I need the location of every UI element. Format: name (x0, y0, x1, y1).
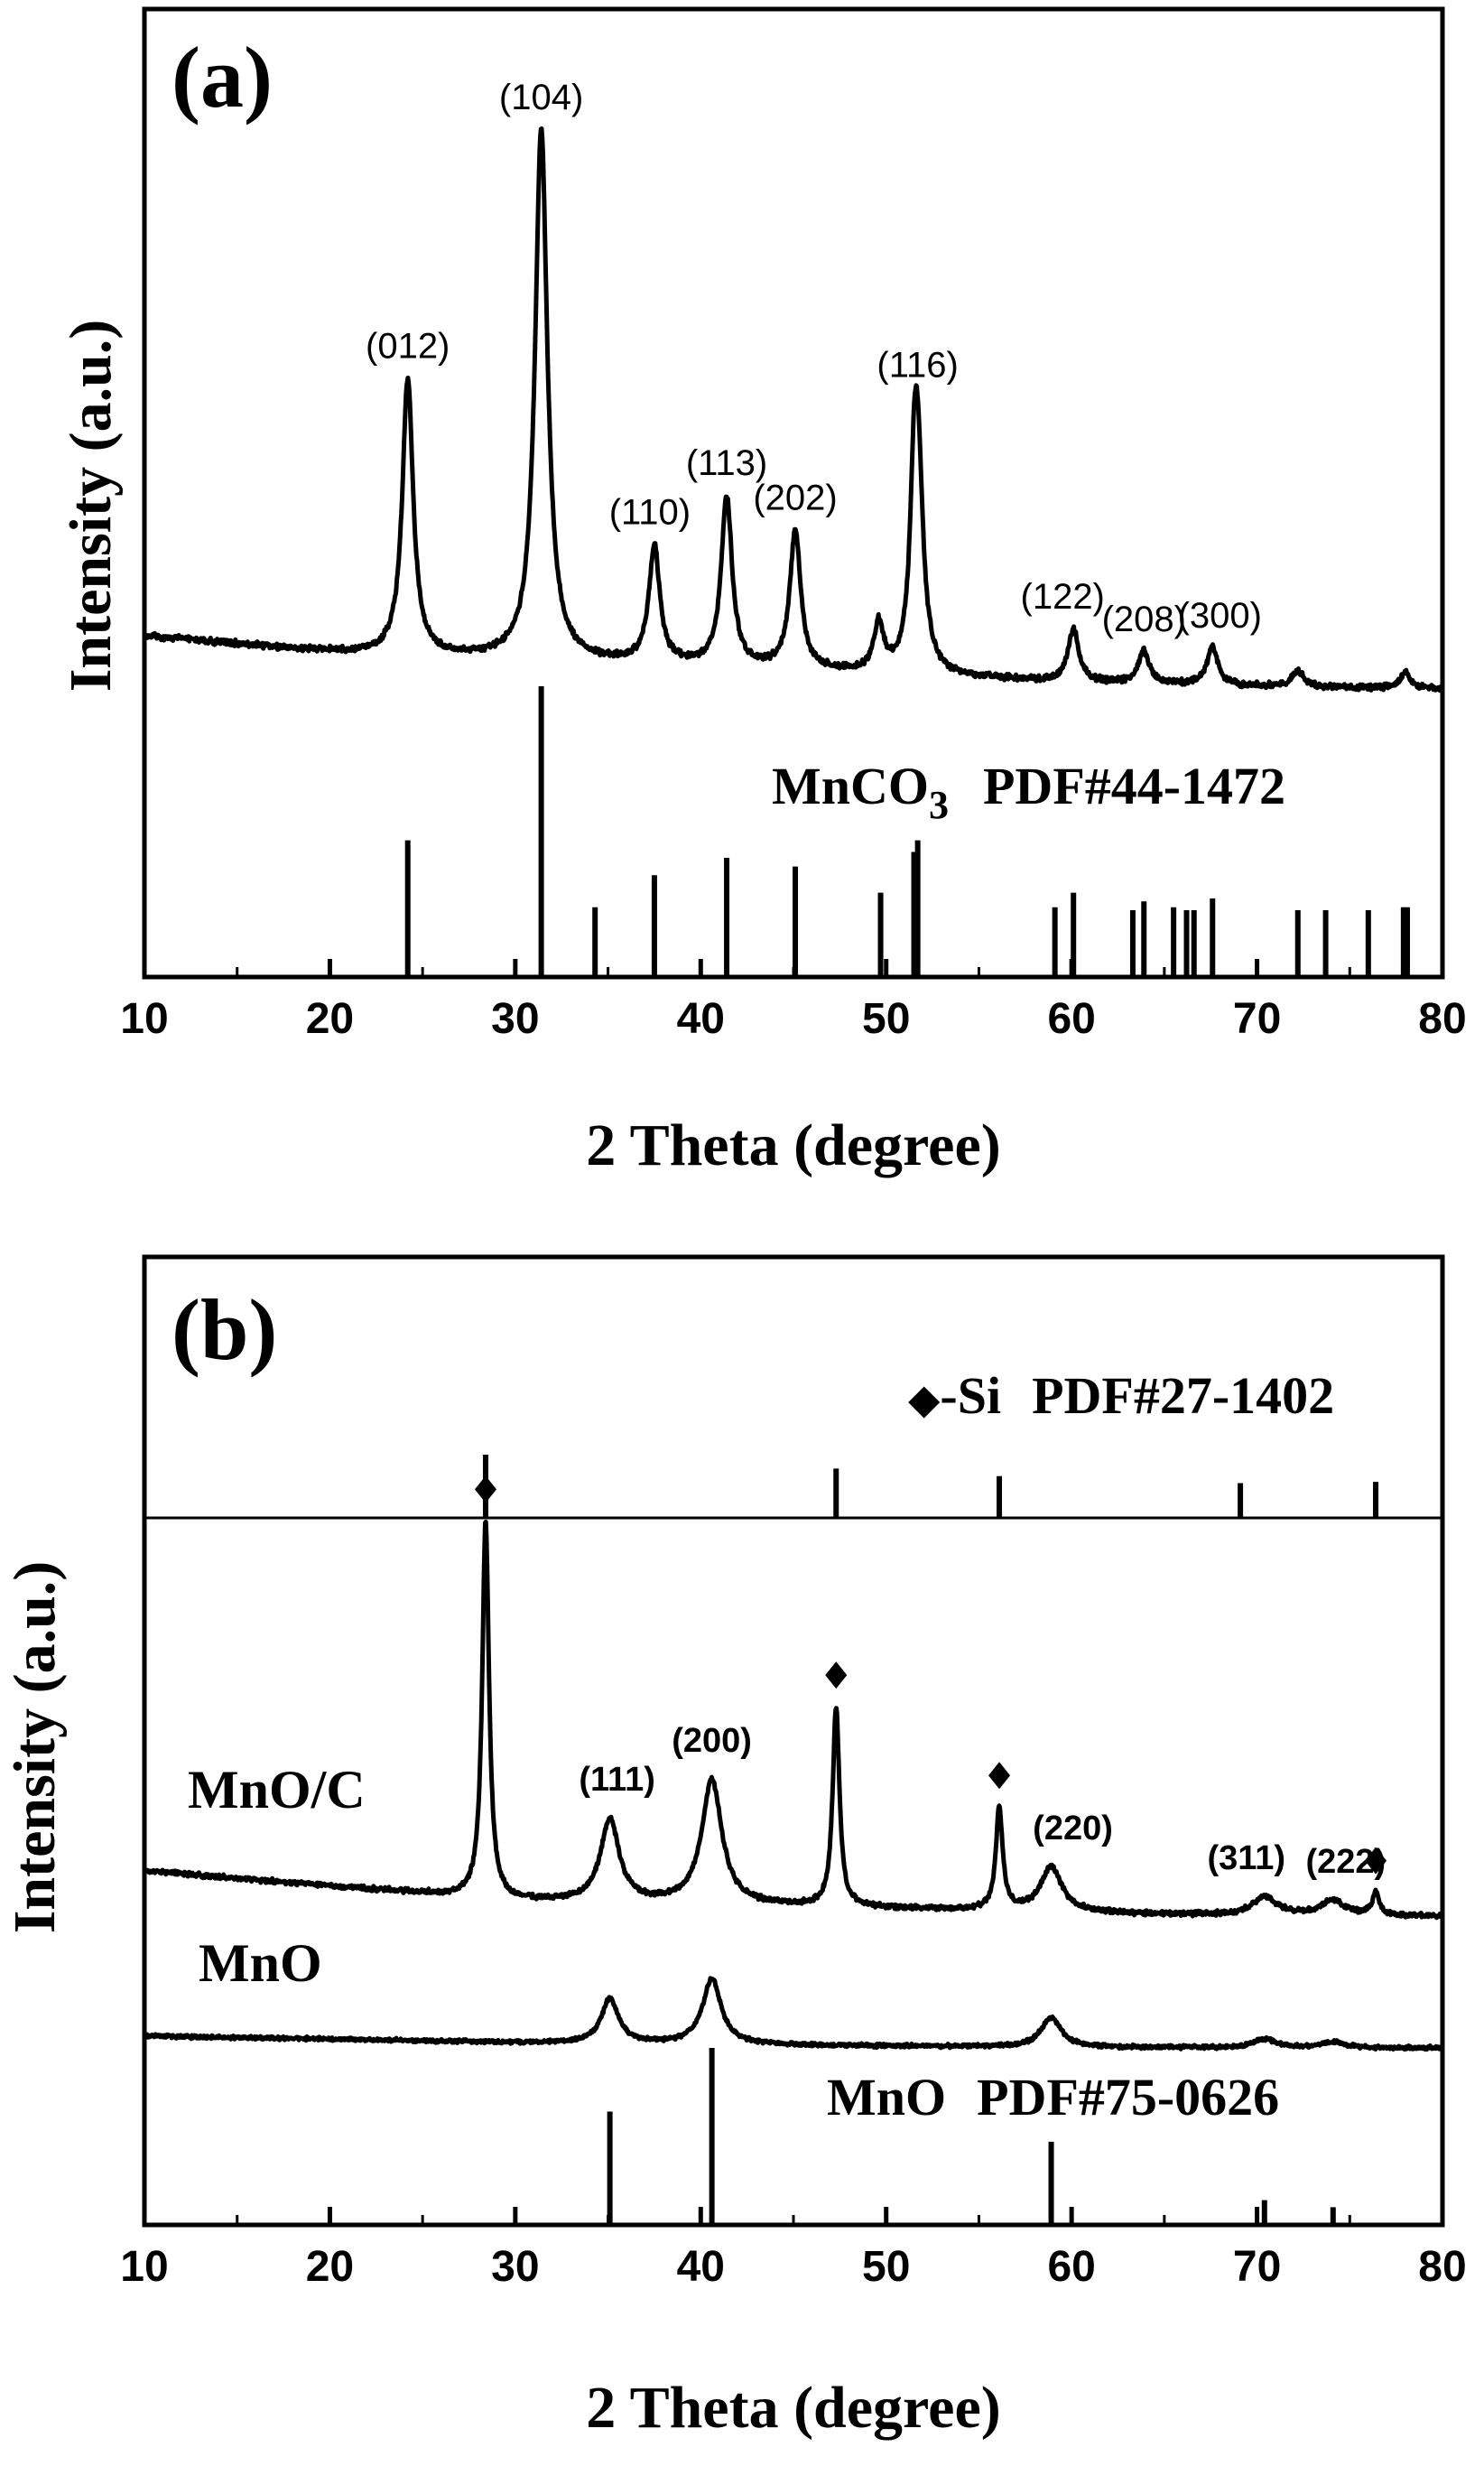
panel-b-si-reference-lines (482, 1455, 1379, 1518)
panel-b-x-tick-label: 10 (120, 2243, 168, 2291)
panel-b-reference-card: PDF#75-0626 (977, 2068, 1279, 2126)
panel-a-reference-label: MnCO3 PDF#44-1472 (772, 757, 1285, 827)
panel-b-mno-pattern-line (142, 1976, 1445, 2052)
si-diamond-icon: ◆ (908, 1376, 941, 1422)
panel-b-si-reference-card: PDF#27-1402 (1032, 1366, 1334, 1425)
panel-a-peak-label: (110) (609, 493, 691, 533)
panel-a-label: (a) (172, 29, 273, 126)
panel-a-x-tick-label: 30 (491, 995, 539, 1043)
panel-b-si-reference-label: ◆-Si PDF#27-1402 (908, 1366, 1334, 1425)
panel-a-reference-subscript: 3 (929, 783, 949, 827)
si-diamond-icon (988, 1762, 1011, 1790)
panel-a-reference-lines (404, 686, 1410, 977)
panel-b-si-reference-name: -Si (940, 1366, 1001, 1425)
panel-b-peak-labels: (111)(200)(220)(311) (222) (579, 1722, 1386, 1881)
panel-b-peak-label: (220) (1033, 1810, 1113, 1847)
panel-a-x-tick-label: 10 (120, 995, 168, 1043)
panel-b-x-ticks: 10 20 30 40 50 60 70 80 (120, 2207, 1467, 2291)
panel-b-reference-label: MnO PDF#75-0626 (827, 2068, 1279, 2126)
panel-b-peak-label: (111) (579, 1761, 655, 1799)
panel-a-x-axis-label: 2 Theta (degree) (586, 1112, 1000, 1178)
panel-b-label: (b) (172, 1281, 277, 1378)
panel-a-x-tick-label: 70 (1233, 995, 1281, 1043)
panel-b-y-axis-label: Intensity (a.u.) (2, 1561, 68, 1934)
panel-a-pattern-line (142, 126, 1445, 693)
panel-a-peak-labels: (012) (104) (110) (113)(202) (116) (122)(208)… (366, 78, 1262, 639)
panel-b-x-tick-label: 70 (1233, 2243, 1281, 2291)
panel-b-x-tick-label: 40 (677, 2243, 725, 2291)
si-diamond-icon (825, 1661, 848, 1689)
panel-a-peak-label: (012) (366, 326, 450, 366)
panel-a-peak-label: (122) (1021, 577, 1105, 617)
panel-b-x-tick-label: 60 (1047, 2243, 1095, 2291)
panel-a-peak-label: (202) (753, 478, 837, 517)
panel-b: (b) 10 20 30 40 50 60 70 80 (111) (200) (220) (311… (2, 1254, 1467, 2441)
panel-a-x-tick-label: 20 (306, 995, 354, 1043)
panel-a-peak-label: (300) (1178, 596, 1262, 636)
panel-a-peak-label: (116) (876, 346, 958, 386)
panel-b-series-label-mno: MnO (199, 1933, 322, 1993)
panel-b-x-axis-label: 2 Theta (degree) (586, 2375, 1000, 2441)
panel-b-x-tick-label: 30 (491, 2243, 539, 2291)
panel-a-x-tick-label: 60 (1047, 995, 1095, 1043)
panel-b-peak-label: (200) (672, 1722, 752, 1760)
panel-b-si-markers (474, 1475, 1387, 1875)
si-diamond-icon (474, 1475, 496, 1503)
panel-a-x-tick-label: 40 (677, 995, 725, 1043)
panel-a-peak-label: (113) (686, 443, 767, 483)
panel-b-x-tick-label: 80 (1418, 2243, 1466, 2291)
panel-b-x-tick-label: 50 (862, 2243, 910, 2291)
panel-a-peak-label: (104) (499, 78, 583, 117)
panel-b-series-label-mnoc: MnO/C (188, 1760, 366, 1819)
panel-b-peak-label: (311) (1207, 1839, 1285, 1877)
panel-a: (a) 10 20 30 40 50 60 70 80 (012) (104) (110) (113… (58, 6, 1467, 1178)
panel-a-y-axis-label: Intensity (a.u.) (58, 320, 124, 693)
panel-a-reference-card: PDF#44-1472 (983, 757, 1285, 815)
si-diamond-icon (1365, 1847, 1387, 1875)
panel-a-x-tick-label: 50 (862, 995, 910, 1043)
panel-a-peak-label: (208) (1102, 600, 1186, 639)
panel-a-reference-formula: MnCO (772, 757, 929, 815)
panel-b-x-tick-label: 20 (306, 2243, 354, 2291)
panel-b-mno-reference-lines (607, 2048, 1336, 2225)
panel-a-x-tick-label: 80 (1418, 995, 1466, 1043)
panel-b-mnoc-pattern-line (142, 1519, 1445, 1921)
panel-b-reference-formula: MnO (827, 2068, 946, 2126)
panel-a-x-ticks: 10 20 30 40 50 60 70 80 (120, 959, 1467, 1043)
